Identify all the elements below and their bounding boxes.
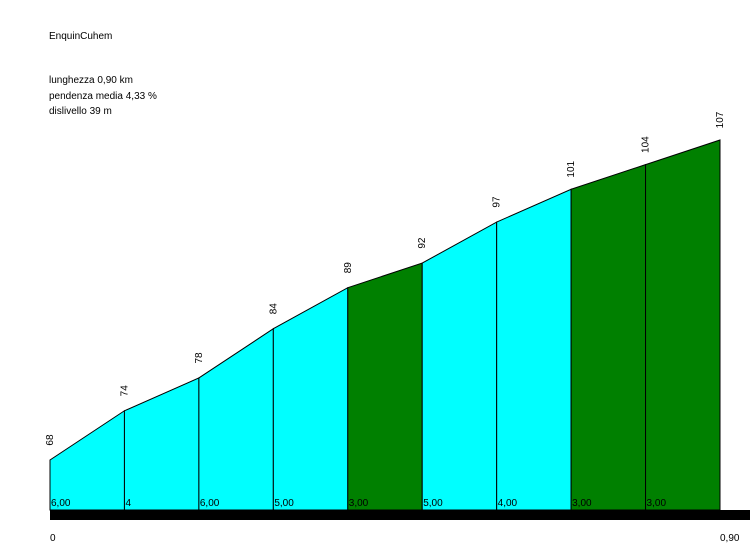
altitude-label: 97	[492, 196, 503, 208]
x-start-label: 0	[50, 533, 56, 544]
segment-grade-label: 6,00	[51, 498, 71, 509]
x-axis-bar	[50, 510, 750, 520]
profile-segment	[645, 139, 721, 511]
segment-grade-label: 3,00	[349, 498, 369, 509]
altitude-label: 84	[268, 303, 279, 315]
segment-grade-label: 3,00	[572, 498, 592, 509]
elevation-gain-stat: dislivello 39 m	[49, 106, 112, 117]
altitude-label: 101	[566, 160, 577, 177]
altitude-label: 107	[715, 111, 726, 128]
x-end-label: 0,90	[720, 533, 740, 544]
segment-grade-label: 5,00	[423, 498, 443, 509]
altitude-label: 74	[119, 385, 130, 397]
altitude-label: 78	[194, 352, 205, 364]
profile-segment	[347, 262, 423, 511]
altitude-label: 92	[417, 237, 428, 249]
segment-grade-label: 6,00	[200, 498, 220, 509]
profile-segment	[49, 409, 125, 511]
profile-segment	[570, 163, 647, 511]
profile-segment	[123, 377, 200, 511]
length-stat: lunghezza 0,90 km	[49, 75, 133, 86]
profile-segment	[198, 327, 274, 511]
segment-grade-label: 4,00	[498, 498, 518, 509]
chart-title: EnquinCuhem	[49, 31, 113, 42]
segment-grade-label: 5,00	[274, 498, 294, 509]
altitude-label: 104	[641, 136, 652, 153]
segment-grade-label: 4	[125, 498, 131, 509]
segment-grade-label: 3,00	[647, 498, 667, 509]
profile-segment	[496, 188, 572, 511]
avg-grade-stat: pendenza media 4,33 %	[49, 91, 157, 102]
altitude-label: 89	[343, 262, 354, 274]
profile-segment	[421, 221, 498, 511]
altitude-label: 68	[45, 434, 56, 446]
profile-segment	[272, 286, 349, 511]
